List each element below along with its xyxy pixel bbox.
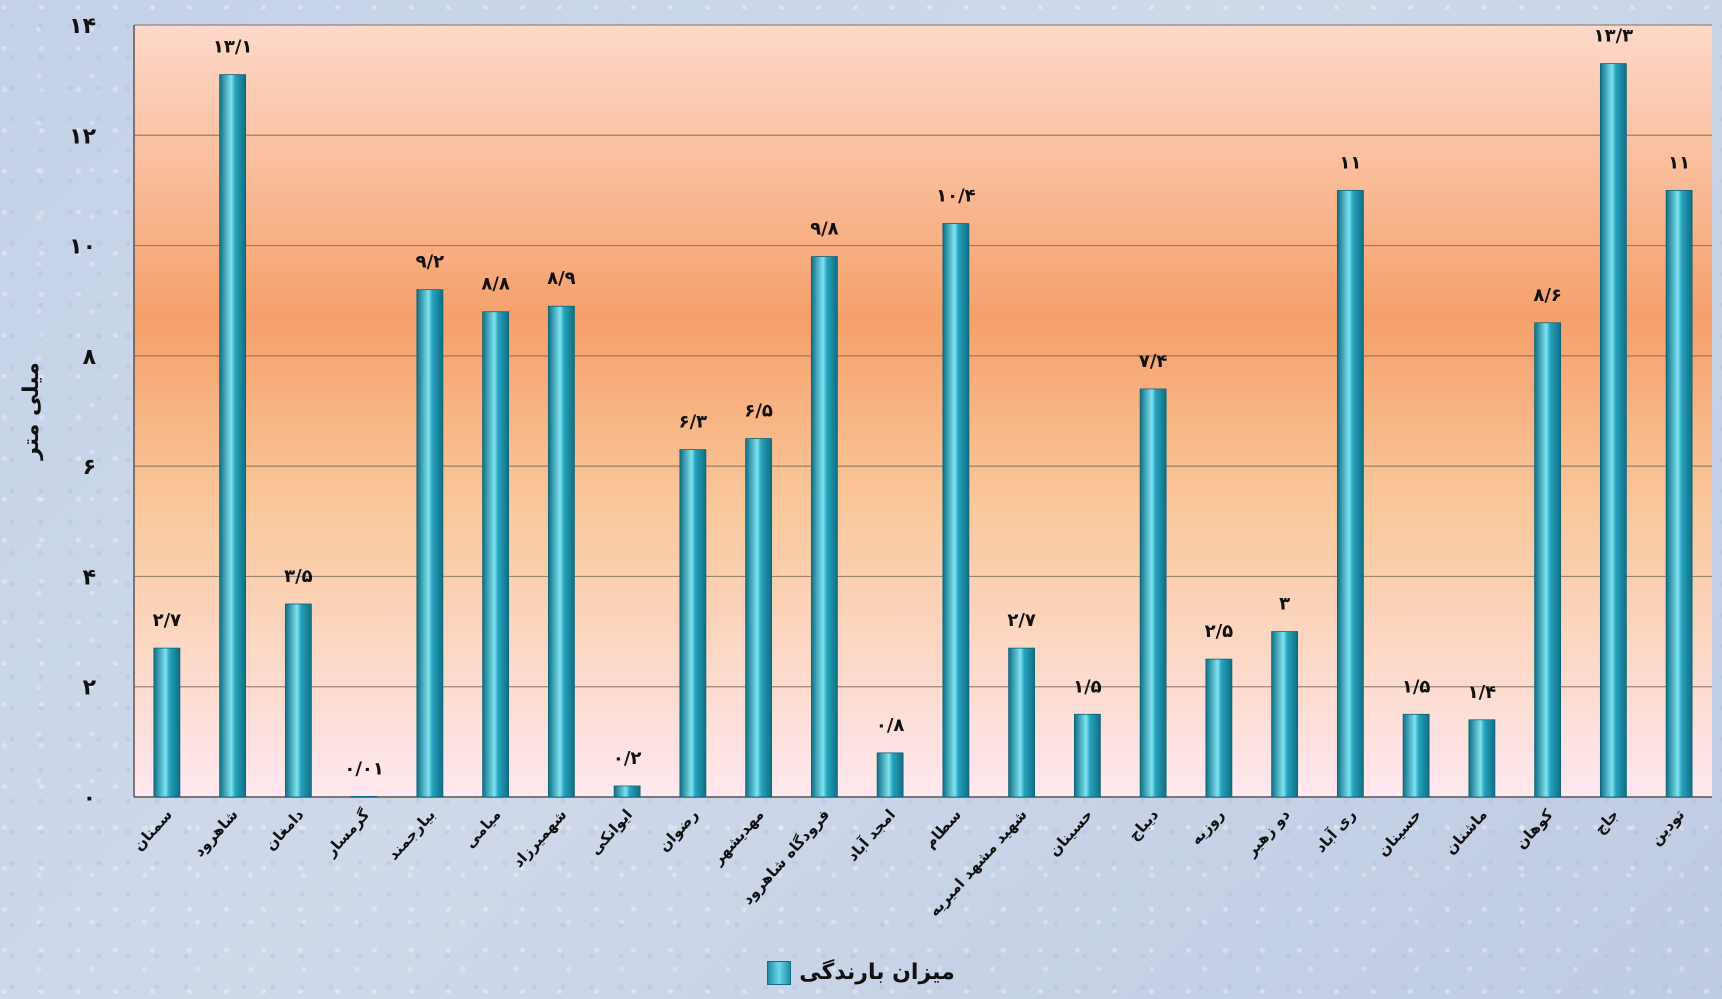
data-label: ۰/۲ (613, 748, 642, 769)
y-tick-label: ۶ (83, 455, 96, 480)
data-label: ۱/۵ (1402, 676, 1431, 697)
bar (482, 311, 510, 798)
data-label: ۱۳/۳ (1594, 26, 1634, 47)
bar (679, 449, 707, 798)
bar (745, 438, 773, 798)
x-tick-label: روزیه (1187, 806, 1228, 849)
bar (1402, 713, 1430, 798)
bar (416, 289, 444, 798)
data-label: ۰/۸ (876, 715, 905, 736)
bar (876, 752, 904, 798)
data-label: ۸/۸ (481, 274, 510, 295)
bar (1205, 658, 1233, 798)
x-tick-label: ماشنان (1441, 806, 1491, 858)
y-tick-label: ۴ (83, 565, 96, 590)
data-label: ۳ (1279, 594, 1290, 615)
y-tick-label: ۸ (83, 345, 97, 370)
data-label: ۳/۵ (284, 566, 313, 587)
data-label: ۱/۴ (1468, 682, 1497, 703)
data-label: ۱۱ (1339, 152, 1361, 173)
y-axis-label: میلی متر (19, 362, 44, 461)
bar (153, 647, 181, 798)
y-tick-label: ۱۴ (69, 14, 96, 39)
data-label: ۹/۸ (810, 219, 839, 240)
x-tick-label: مهدیشهر (708, 806, 768, 869)
y-tick-label: ۱۲ (69, 124, 96, 149)
data-label: ۲/۷ (153, 610, 182, 631)
x-tick-label: دو زهیر (1242, 805, 1294, 860)
x-tick-label: ایوانکی (586, 806, 636, 859)
x-tick-label: امجد آباد (843, 806, 899, 865)
bar (1008, 647, 1036, 798)
bar (219, 74, 247, 798)
x-tick-label: دامغان (261, 805, 307, 854)
legend-swatch-icon (767, 960, 792, 985)
data-label: ۲/۷ (1007, 610, 1036, 631)
x-tick-label: حسینان (1045, 806, 1096, 860)
x-tick-label: دیباج (1125, 805, 1163, 844)
bar (1665, 190, 1693, 798)
data-label: ۸/۹ (547, 268, 576, 289)
x-tick-label: جاج (1591, 806, 1623, 838)
x-tick-label: شاهرود (190, 806, 242, 861)
x-tick-label: سطام (921, 806, 965, 852)
data-label: ۶/۳ (679, 412, 708, 433)
bar (1468, 719, 1496, 798)
bar (1271, 631, 1299, 798)
x-tick-label: سمنان (129, 806, 175, 855)
bar (942, 223, 970, 798)
legend-label: میزان بارندگی (799, 960, 955, 985)
y-tick-label: ۱۰ (69, 235, 96, 260)
x-tick-label: کوهان (1512, 805, 1557, 852)
data-label: ۱۰/۴ (936, 186, 976, 207)
x-tick-label: بیارجمند (384, 806, 439, 864)
x-tick-label: تودین (1647, 806, 1688, 849)
x-tick-label: ری آباد (1311, 806, 1359, 856)
x-tick-label: گرمسار (321, 805, 373, 860)
x-tick-label: حسینان (1374, 806, 1425, 860)
bar (810, 256, 838, 798)
bar (613, 785, 641, 798)
data-label: ۸/۶ (1533, 285, 1562, 306)
data-label: ۲/۵ (1205, 621, 1234, 642)
data-label: ۷/۴ (1139, 351, 1168, 372)
data-label: ۱۳/۱ (213, 37, 253, 58)
x-tick-label: میامی (461, 806, 505, 852)
bar (1139, 388, 1167, 798)
data-label: ۰/۰۱ (344, 758, 384, 779)
bar (1534, 322, 1562, 798)
y-tick-label: ۰ (83, 786, 96, 811)
data-label: ۹/۲ (416, 252, 445, 273)
legend: میزان بارندگی (0, 960, 1722, 985)
bar (1336, 190, 1364, 798)
bar (284, 603, 312, 798)
y-tick-label: ۲ (83, 676, 97, 701)
data-label: ۱۱ (1668, 152, 1690, 173)
bar (1599, 63, 1627, 798)
bar (1073, 713, 1101, 798)
data-label: ۱/۵ (1073, 676, 1102, 697)
data-label: ۶/۵ (744, 401, 773, 422)
bar (547, 305, 575, 798)
plot-area (134, 25, 1712, 797)
x-tick-label: شهمیرزاد (509, 806, 570, 871)
bar (350, 796, 378, 798)
x-tick-label: رضوان (655, 806, 702, 856)
